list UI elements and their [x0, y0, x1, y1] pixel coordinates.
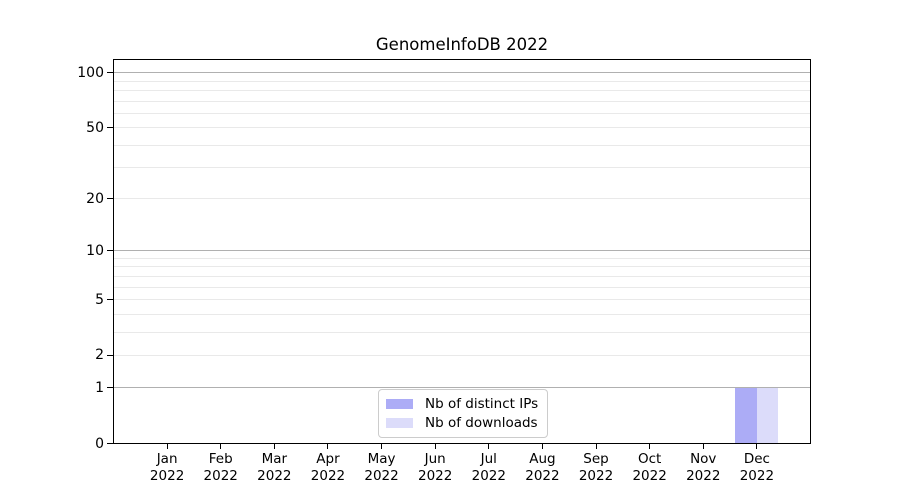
y-tick-mark — [107, 72, 113, 74]
y-tick-mark — [107, 198, 113, 200]
x-tick-mark — [381, 444, 383, 449]
y-tick-label: 5 — [95, 291, 104, 308]
y-tick-mark — [107, 354, 113, 356]
gridline-minor — [114, 266, 810, 268]
x-tick-mark — [220, 444, 222, 449]
y-tick-label: 50 — [86, 119, 104, 136]
y-tick-mark — [107, 387, 113, 389]
gridline-major — [114, 250, 810, 252]
x-tick-label: Apr 2022 — [310, 451, 346, 484]
gridline-minor — [114, 100, 810, 102]
gridline-major — [114, 72, 810, 74]
x-tick-label: Sep 2022 — [578, 451, 614, 484]
y-tick-mark — [107, 250, 113, 252]
gridline-minor — [114, 198, 810, 200]
x-tick-label: Feb 2022 — [203, 451, 238, 484]
gridline-minor — [114, 331, 810, 333]
y-tick-label: 20 — [86, 190, 104, 207]
y-tick-label: 100 — [77, 64, 104, 81]
gridline-minor — [114, 258, 810, 259]
gridline-minor — [114, 313, 810, 315]
gridline-minor — [114, 275, 810, 277]
x-tick-label: Jul 2022 — [471, 451, 506, 484]
plot-area-border — [113, 59, 811, 444]
legend: Nb of distinct IPs Nb of downloads — [378, 389, 548, 438]
x-tick-label: May 2022 — [364, 451, 399, 484]
y-tick-mark — [107, 299, 113, 301]
x-tick-mark — [756, 444, 758, 449]
x-tick-mark — [273, 444, 275, 449]
x-tick-mark — [488, 444, 490, 449]
legend-swatch-distinct-ips — [386, 399, 413, 409]
legend-swatch-downloads — [386, 418, 413, 428]
gridline-minor — [114, 89, 810, 91]
chart-title: GenomeInfoDB 2022 — [375, 35, 549, 54]
gridline-major — [114, 387, 810, 389]
gridline-minor — [114, 144, 810, 146]
bar-downloads-dec-2022 — [756, 387, 779, 444]
y-tick-mark — [107, 127, 113, 129]
x-tick-mark — [702, 444, 704, 449]
gridline-minor — [114, 167, 810, 169]
legend-label-distinct-ips: Nb of distinct IPs — [425, 395, 539, 412]
gridline-minor — [114, 354, 810, 356]
gridline-minor — [114, 299, 810, 301]
x-tick-label: Dec 2022 — [739, 451, 775, 484]
x-tick-mark — [434, 444, 436, 449]
x-tick-label: Mar 2022 — [257, 451, 292, 484]
x-tick-label: Aug 2022 — [525, 451, 560, 484]
y-tick-label: 10 — [86, 242, 104, 259]
x-tick-mark — [166, 444, 168, 449]
x-tick-label: Jun 2022 — [418, 451, 453, 484]
bar-distinct-ips-dec-2022 — [735, 387, 757, 444]
x-tick-label: Oct 2022 — [632, 451, 667, 484]
gridline-minor — [114, 80, 810, 82]
y-tick-label: 2 — [95, 347, 104, 364]
x-tick-mark — [649, 444, 651, 449]
gridline-minor — [114, 286, 810, 288]
gridline-minor — [114, 127, 810, 129]
y-tick-label: 0 — [95, 435, 104, 452]
x-tick-mark — [327, 444, 329, 449]
legend-item-downloads: Nb of downloads — [386, 415, 547, 432]
gridline-minor — [114, 112, 810, 114]
x-tick-label: Nov 2022 — [686, 451, 721, 484]
y-tick-mark — [107, 443, 113, 444]
x-tick-mark — [541, 444, 543, 449]
y-tick-label: 1 — [95, 379, 104, 396]
legend-item-distinct-ips: Nb of distinct IPs — [386, 396, 547, 413]
x-tick-mark — [595, 444, 597, 449]
legend-label-downloads: Nb of downloads — [425, 414, 538, 431]
x-tick-label: Jan 2022 — [149, 451, 185, 484]
